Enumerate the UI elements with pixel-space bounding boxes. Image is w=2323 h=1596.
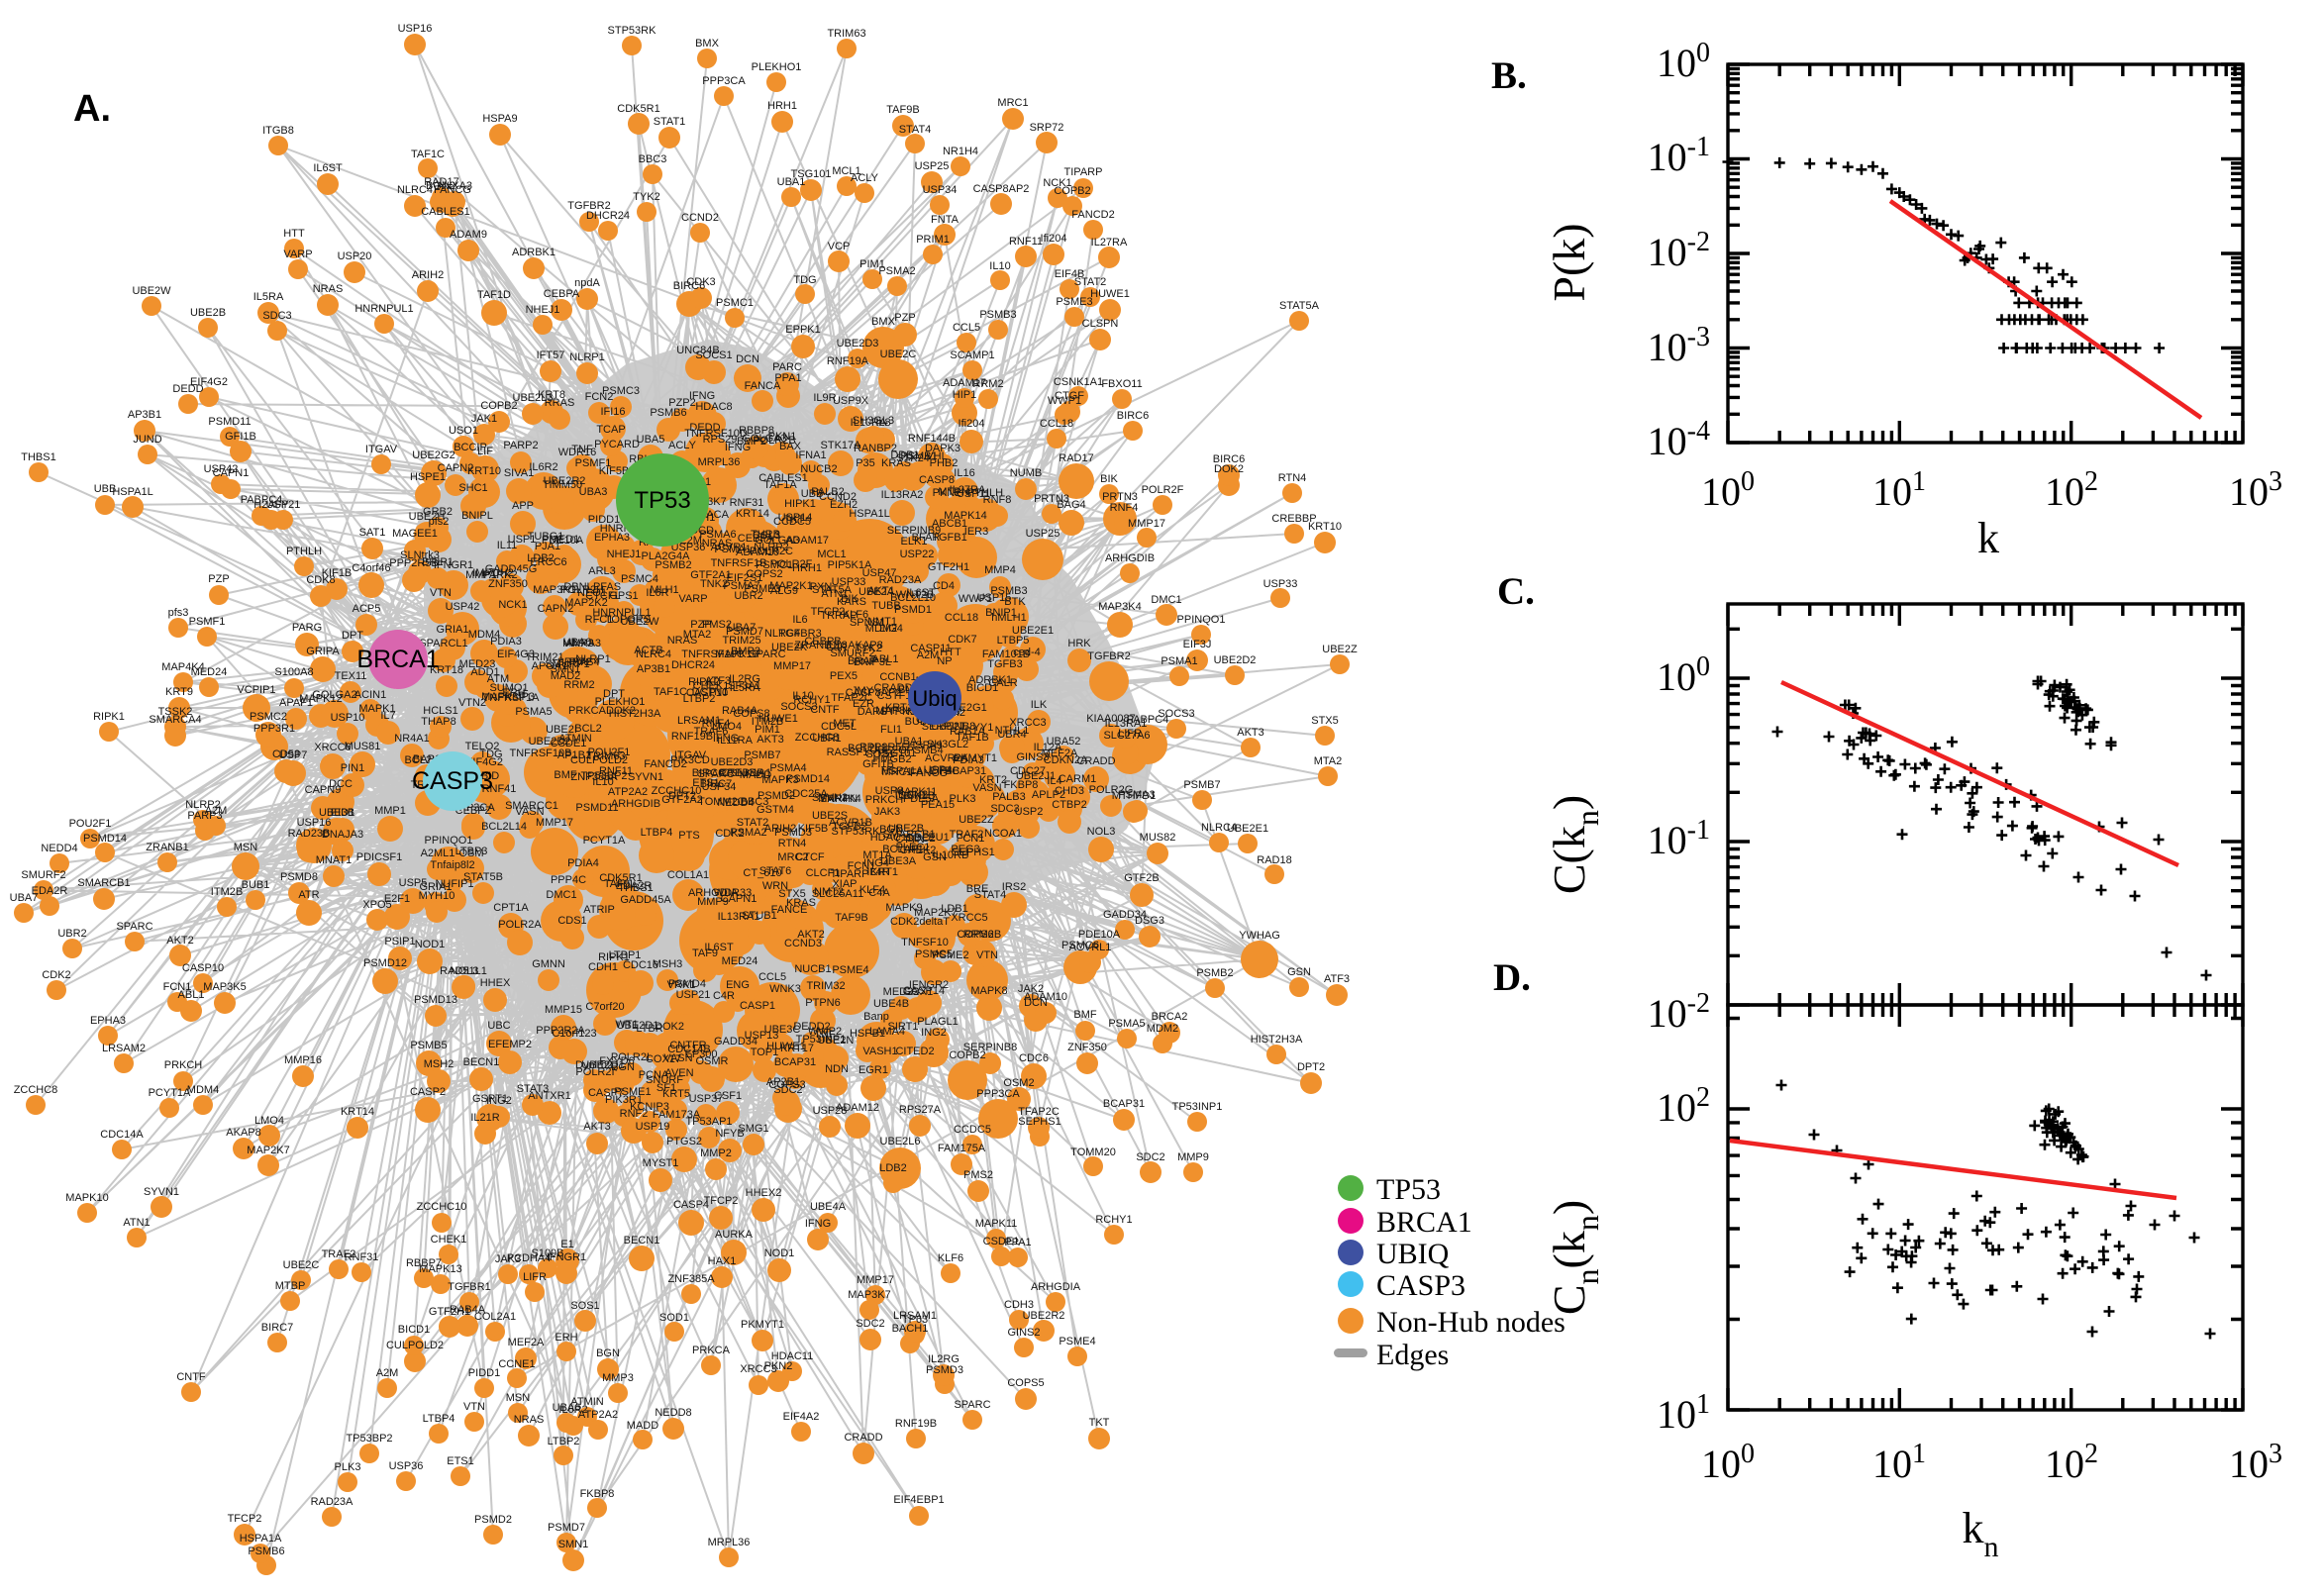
svg-text:10-1: 10-1 [1648, 815, 1710, 862]
svg-text:C.: C. [1497, 570, 1535, 613]
svg-text:kn: kn [1963, 1504, 1999, 1563]
svg-text:100: 100 [1657, 651, 1710, 699]
svg-text:102: 102 [2045, 466, 2098, 514]
svg-text:101: 101 [1872, 466, 1926, 514]
svg-text:Non-Hub nodes: Non-Hub nodes [1376, 1306, 1566, 1339]
svg-text:103: 103 [2229, 466, 2282, 514]
svg-text:TP53: TP53 [1376, 1173, 1441, 1206]
svg-text:100: 100 [1701, 466, 1755, 514]
svg-text:10-1: 10-1 [1648, 132, 1710, 179]
svg-text:103: 103 [2229, 1439, 2282, 1486]
svg-text:102: 102 [1657, 1082, 1710, 1130]
svg-text:101: 101 [1657, 1389, 1710, 1437]
svg-text:k: k [1977, 514, 1999, 562]
svg-text:Edges: Edges [1376, 1339, 1449, 1371]
svg-text:Cn(kn): Cn(kn) [1544, 1200, 1605, 1315]
svg-text:CASP3: CASP3 [1376, 1269, 1465, 1302]
svg-text:10-3: 10-3 [1648, 322, 1710, 369]
svg-text:B.: B. [1491, 54, 1527, 97]
svg-text:C(kn): C(kn) [1544, 795, 1605, 894]
svg-text:UBIQ: UBIQ [1376, 1238, 1450, 1270]
svg-text:BRCA1: BRCA1 [1376, 1206, 1472, 1239]
svg-text:100: 100 [1701, 1439, 1755, 1486]
svg-text:10-2: 10-2 [1648, 988, 1710, 1036]
svg-text:100: 100 [1657, 38, 1710, 85]
svg-text:101: 101 [1872, 1439, 1926, 1486]
svg-text:D.: D. [1493, 956, 1531, 999]
svg-text:10-4: 10-4 [1648, 416, 1710, 463]
svg-text:102: 102 [2045, 1439, 2098, 1486]
svg-text:10-2: 10-2 [1648, 227, 1710, 274]
svg-text:P(k): P(k) [1544, 223, 1594, 301]
